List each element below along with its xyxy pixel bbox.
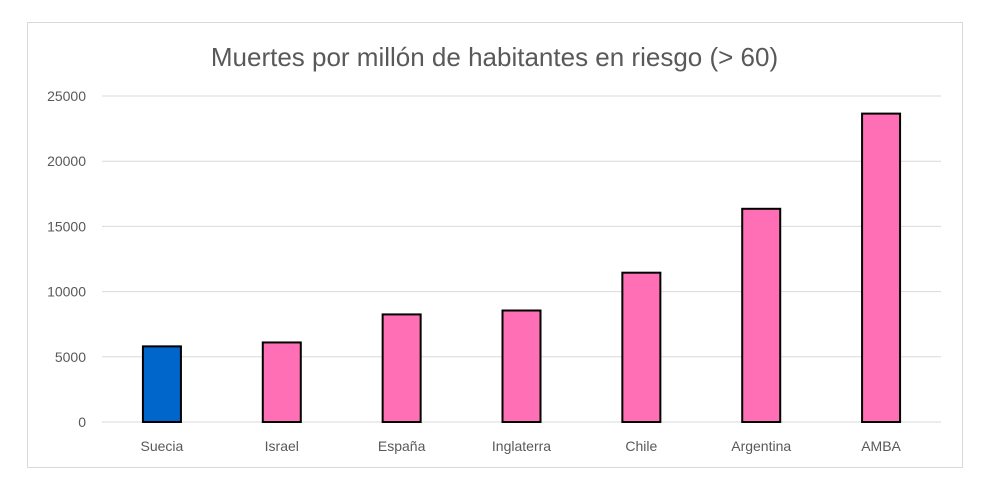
bar-inglaterra [501,309,542,423]
y-tick-label: 15000 [47,218,86,234]
bar-israel [261,341,302,423]
x-tick-label: AMBA [861,438,901,454]
y-tick-label: 0 [78,414,86,430]
y-axis-tick-labels: 0 5000 10000 15000 20000 25000 [47,88,86,430]
x-axis-tick-labels: Suecia Israel España Inglaterra Chile Argenti… [141,438,902,454]
x-tick-label: Suecia [141,438,184,454]
x-tick-label: Argentina [731,438,791,454]
x-tick-label: España [378,438,426,454]
bar-espa-a [381,313,422,424]
x-tick-label: Inglaterra [492,438,551,454]
y-tick-label: 25000 [47,88,86,104]
bar-chile [621,271,662,423]
bar-suecia [141,345,182,424]
bar-argentina [741,207,782,423]
y-tick-label: 5000 [55,349,86,365]
x-tick-label: Israel [265,438,299,454]
y-tick-label: 10000 [47,284,86,300]
bar-amba [861,112,902,423]
bars [141,112,902,424]
y-tick-label: 20000 [47,153,86,169]
chart-title: Muertes por millón de habitantes en ries… [210,42,779,72]
x-tick-label: Chile [625,438,657,454]
